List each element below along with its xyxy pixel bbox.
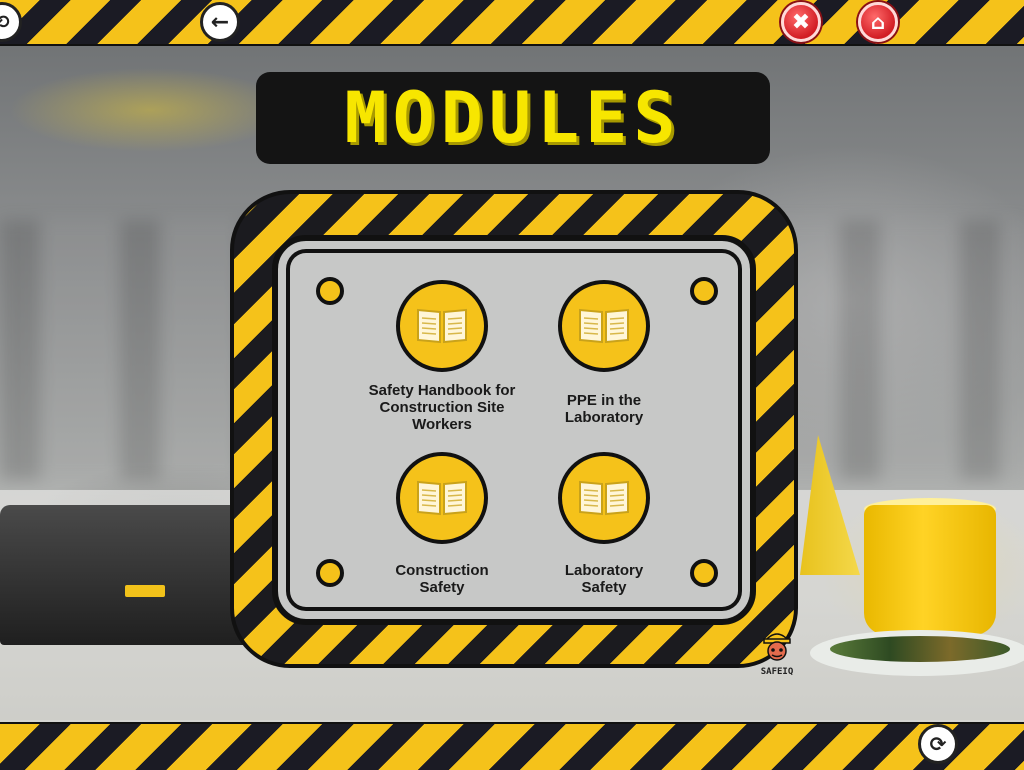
logo-text: SAFEIQ [760,667,794,677]
home-button[interactable]: ⌂ [858,2,898,42]
panel-bolt-icon [690,559,718,587]
module-ppe-laboratory[interactable]: PPE in the Laboratory [514,280,694,426]
panel-bolt-icon [316,559,344,587]
panel-bolt-icon [690,277,718,305]
close-button[interactable]: ✖ [781,2,821,42]
module-label: Laboratory Safety [564,562,644,596]
back-button[interactable]: ← [200,2,240,42]
panel-bolt-icon [316,277,344,305]
close-icon: ✖ [791,9,811,35]
module-safety-handbook[interactable]: Safety Handbook for Construction Site Wo… [352,280,532,433]
module-laboratory-safety[interactable]: Laboratory Safety [514,452,694,596]
bottom-right-button[interactable]: ⟳ [918,724,958,764]
bottom-hazard-bar [0,722,1024,770]
back-arrow-icon: ← [210,9,230,35]
background-laptop-tag [125,585,165,597]
module-label: Construction Safety [395,562,489,596]
refresh-icon: ⟳ [929,732,947,756]
module-label: PPE in the Laboratory [564,392,644,426]
edge-icon: ⟲ [0,11,10,33]
open-book-icon [396,280,488,372]
home-icon: ⌂ [870,10,886,34]
open-book-icon [396,452,488,544]
page-title: MODULES [344,77,682,159]
background-laptop [0,505,250,645]
title-banner: MODULES [256,72,770,164]
mascot-icon [763,633,791,661]
safeiq-logo: SAFEIQ [752,628,802,677]
module-construction-safety[interactable]: Construction Safety [352,452,532,596]
background-food [830,636,1010,662]
open-book-icon [558,452,650,544]
module-label: Safety Handbook for Construction Site Wo… [368,382,516,433]
open-book-icon [558,280,650,372]
background-yellow-cup [864,505,996,635]
top-hazard-bar [0,0,1024,46]
modules-panel [272,235,756,625]
